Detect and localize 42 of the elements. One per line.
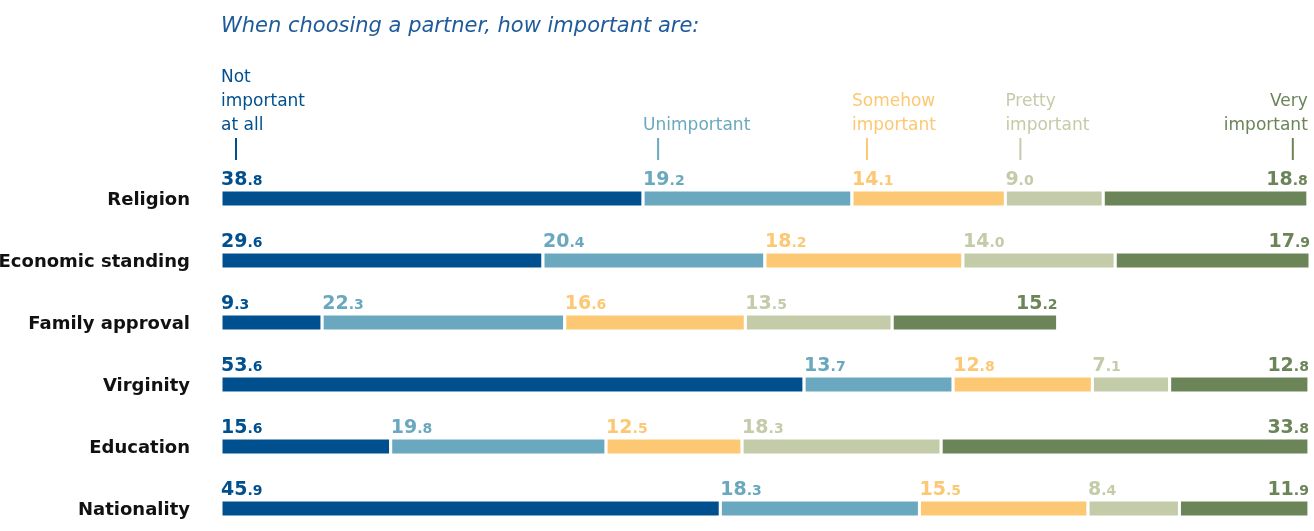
data-label: 9.3 xyxy=(221,291,250,313)
data-label: 7.1 xyxy=(1092,353,1121,375)
data-label: 15.6 xyxy=(221,415,263,437)
data-label: 14.1 xyxy=(851,167,894,189)
data-label: 15.2 xyxy=(1016,291,1058,313)
y-tick-label: Economic standing xyxy=(0,249,190,271)
data-label: 33.8 xyxy=(1267,415,1309,437)
y-tick-label: Religion xyxy=(107,187,190,209)
data-label: 9.0 xyxy=(1005,167,1034,189)
y-tick-label: Family approval xyxy=(28,311,190,333)
text: Not important at all xyxy=(221,66,306,134)
data-label: 17.9 xyxy=(1268,229,1310,251)
data-label: 22.3 xyxy=(322,291,364,313)
data-label: 38.8 xyxy=(221,167,263,189)
data-label: 20.4 xyxy=(543,229,585,251)
text: Pretty important xyxy=(1005,90,1090,134)
data-label: 12.5 xyxy=(606,415,648,437)
data-label: 45.9 xyxy=(221,477,263,499)
data-label: 13.5 xyxy=(745,291,787,313)
chart-title: When choosing a partner, how important are: xyxy=(221,13,700,37)
data-label: 12.8 xyxy=(953,353,995,375)
data-label: 13.7 xyxy=(804,353,846,375)
data-label: 16.6 xyxy=(564,291,607,313)
data-label: 53.6 xyxy=(221,353,263,375)
data-label: 12.8 xyxy=(1267,353,1309,375)
data-label: 8.4 xyxy=(1088,477,1117,499)
data-label: 14.0 xyxy=(962,229,1005,251)
text: Very important xyxy=(1223,90,1309,134)
y-tick-label: Virginity xyxy=(102,373,191,395)
data-label: 11.9 xyxy=(1267,477,1309,499)
data-label: 29.6 xyxy=(221,229,263,251)
y-tick-label: Nationality xyxy=(78,497,191,519)
data-label: 19.8 xyxy=(390,415,433,437)
data-label: 18.3 xyxy=(742,415,784,437)
text: Unimportant xyxy=(643,114,751,134)
data-label: 19.2 xyxy=(643,167,685,189)
data-label: 18.8 xyxy=(1266,167,1308,189)
y-tick-label: Education xyxy=(89,435,190,457)
data-label: 15.5 xyxy=(919,477,961,499)
data-label: 18.3 xyxy=(720,477,762,499)
data-label: 18.2 xyxy=(764,229,807,251)
text: Somehow important xyxy=(851,90,937,134)
